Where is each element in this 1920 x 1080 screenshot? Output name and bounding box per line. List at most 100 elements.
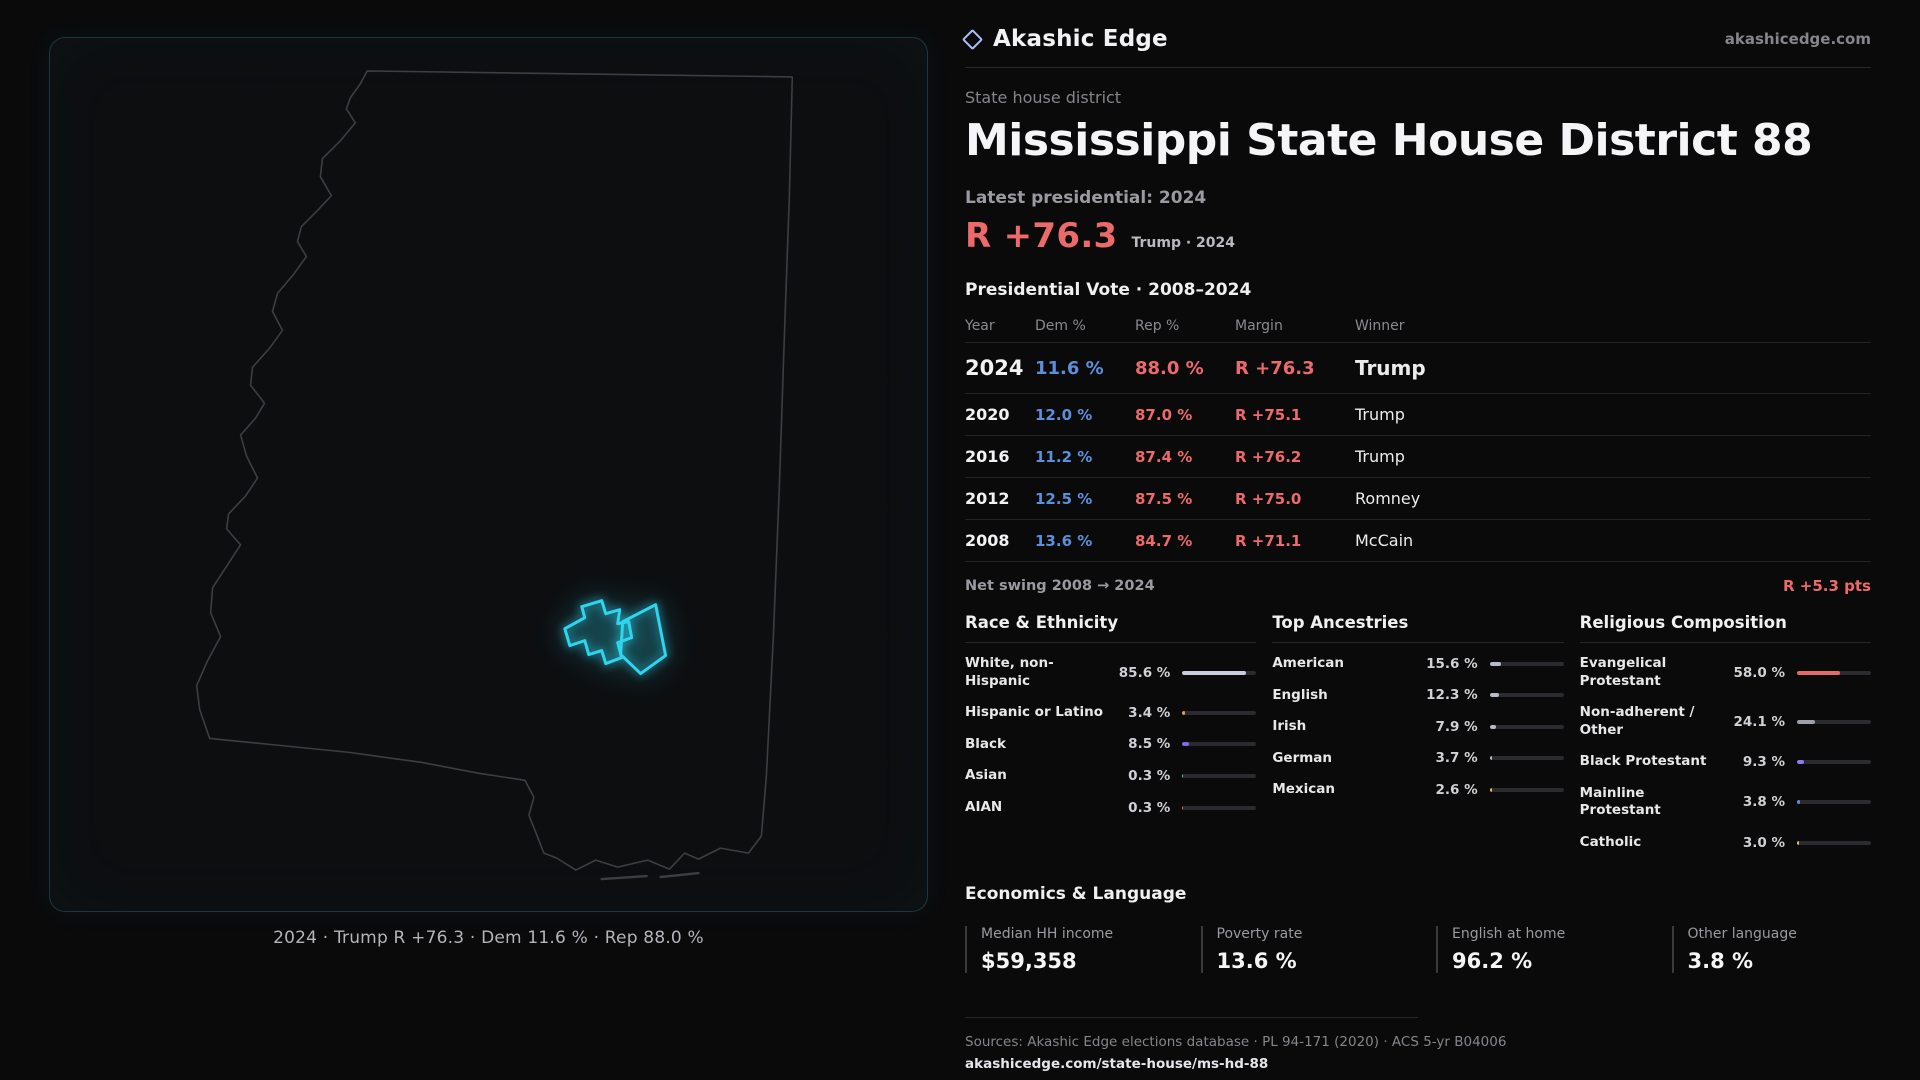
vote-cell-rep: 88.0 % — [1135, 357, 1204, 379]
vote-row: 2008 13.6 % 84.7 % R +71.1 McCain — [965, 519, 1871, 561]
demo-value: 15.6 % — [1426, 655, 1478, 672]
demo-value: 3.0 % — [1742, 834, 1785, 851]
demo-bar — [1797, 840, 1871, 845]
demo-bar-fill — [1489, 693, 1499, 698]
demo-value: 0.3 % — [1128, 799, 1171, 816]
demo-value: 58.0 % — [1733, 664, 1785, 681]
net-swing-value: R +5.3 pts — [1783, 577, 1871, 595]
vote-cell-margin: R +75.0 — [1235, 489, 1302, 508]
demo-row: Irish 7.9 % — [1272, 711, 1564, 743]
demo-row: Non-adherent / Other 24.1 % — [1580, 697, 1871, 746]
vote-header-cell: Rep % — [1135, 318, 1180, 334]
demo-bar — [1489, 756, 1564, 761]
district-88-shape[interactable] — [563, 599, 668, 676]
vote-cell-margin: R +71.1 — [1235, 531, 1302, 550]
demo-row: Evangelical Protestant 58.0 % — [1580, 648, 1871, 697]
demo-label: White, non-Hispanic — [965, 655, 1054, 689]
brand-diamond-icon — [961, 28, 984, 50]
demo-bar-fill — [1797, 719, 1815, 724]
gulf-islands — [600, 871, 700, 881]
demo-label: Black Protestant — [1579, 753, 1707, 770]
header-bar: Akashic Edge akashicedge.com — [961, 26, 1871, 68]
demo-bar — [1182, 670, 1257, 675]
vote-cell-dem: 11.2 % — [1035, 447, 1093, 466]
demo-bar-fill — [1182, 773, 1184, 778]
demo-bar — [1797, 670, 1871, 675]
page-title: Mississippi State House District 88 — [965, 115, 1813, 166]
vote-cell-rep: 87.0 % — [1135, 405, 1193, 424]
vote-table-body: 2024 11.6 % 88.0 % R +76.3 Trump 2020 12.0 % 87… — [965, 342, 1871, 561]
vote-cell-rep: 84.7 % — [1135, 531, 1193, 550]
demo-label: Irish — [1272, 718, 1307, 735]
vote-header-cell: Margin — [1235, 318, 1283, 334]
stat-value: $59,358 — [981, 949, 1077, 974]
demo-bar-fill — [1182, 805, 1184, 810]
economics-title: Economics & Language — [965, 884, 1187, 905]
demo-value: 85.6 % — [1118, 664, 1171, 681]
vote-header-cell: Winner — [1355, 318, 1405, 334]
demo-row: Black 8.5 % — [965, 729, 1257, 761]
demo-column: Religious Composition Evangelical Protest… — [1579, 613, 1871, 859]
demo-label: Evangelical Protestant — [1579, 655, 1667, 689]
vote-cell-year: 2020 — [965, 405, 1010, 424]
demo-bar-fill — [1797, 670, 1840, 675]
footer-sources: Sources: Akashic Edge elections database… — [965, 1034, 1507, 1051]
vote-cell-winner: McCain — [1355, 531, 1414, 550]
demo-value: 8.5 % — [1128, 736, 1171, 753]
demo-value: 12.3 % — [1426, 687, 1478, 704]
demo-label: AIAN — [965, 798, 1003, 815]
demo-row: Black Protestant 9.3 % — [1580, 746, 1871, 778]
vote-cell-rep: 87.4 % — [1135, 447, 1193, 466]
demo-value: 3.8 % — [1742, 794, 1785, 811]
footer-permalink[interactable]: akashicedge.com/state-house/ms-hd-88 — [965, 1056, 1269, 1073]
demo-bar-fill — [1797, 800, 1800, 805]
footer-divider — [965, 1017, 1418, 1019]
report-panel: Akashic Edge akashicedge.com State house… — [961, 26, 1872, 1072]
demo-bar-fill — [1182, 670, 1246, 675]
demo-bar — [1182, 773, 1257, 778]
stat-block: Poverty rate 13.6 % — [1200, 926, 1401, 974]
demo-label: Mainline Protestant — [1579, 784, 1661, 819]
demo-value: 3.4 % — [1128, 704, 1171, 721]
vote-row: 2024 11.6 % 88.0 % R +76.3 Trump — [965, 342, 1871, 393]
vote-row: 2016 11.2 % 87.4 % R +76.2 Trump — [965, 435, 1871, 477]
demo-row: Catholic 3.0 % — [1580, 827, 1871, 859]
vote-cell-margin: R +76.2 — [1235, 447, 1302, 466]
mississippi-map — [195, 70, 794, 881]
demo-value: 3.7 % — [1435, 750, 1478, 767]
demo-value: 7.9 % — [1435, 718, 1478, 735]
vote-header-cell: Dem % — [1035, 318, 1086, 334]
demo-label: German — [1272, 749, 1333, 766]
vote-cell-year: 2016 — [965, 447, 1010, 466]
demo-row: Asian 0.3 % — [965, 760, 1257, 792]
demo-bar — [1797, 800, 1871, 805]
demo-bar-fill — [1182, 742, 1189, 747]
stat-block: Other language 3.8 % — [1671, 926, 1872, 974]
demo-bar — [1489, 661, 1564, 666]
vote-row: 2020 12.0 % 87.0 % R +75.1 Trump — [965, 393, 1871, 435]
stat-label: Poverty rate — [1216, 926, 1303, 943]
footer: Sources: Akashic Edge elections database… — [965, 1017, 1871, 1072]
demo-row: English 12.3 % — [1272, 680, 1564, 712]
demo-value: 24.1 % — [1733, 713, 1785, 730]
vote-cell-winner: Trump — [1355, 356, 1426, 380]
vote-row: 2012 12.5 % 87.5 % R +75.0 Romney — [965, 477, 1871, 519]
latest-margin-value: R +76.3 — [965, 216, 1118, 256]
vote-cell-margin: R +76.3 — [1235, 357, 1315, 379]
net-swing-label: Net swing 2008 → 2024 — [965, 578, 1155, 594]
map-column: 2024 · Trump R +76.3 · Dem 11.6 % · Rep … — [49, 37, 928, 948]
demo-label: Mexican — [1272, 781, 1335, 798]
latest-margin-note: Trump · 2024 — [1131, 235, 1236, 251]
vote-cell-margin: R +75.1 — [1235, 405, 1302, 424]
demo-label: Hispanic or Latino — [965, 704, 1103, 721]
vote-cell-rep: 87.5 % — [1135, 489, 1193, 508]
demo-value: 2.6 % — [1435, 781, 1478, 798]
demo-value: 0.3 % — [1128, 767, 1171, 784]
vote-cell-dem: 13.6 % — [1035, 531, 1093, 550]
demo-bar-fill — [1489, 756, 1493, 761]
map-caption: 2024 · Trump R +76.3 · Dem 11.6 % · Rep … — [273, 928, 704, 948]
stat-block: Median HH income $59,358 — [965, 926, 1165, 974]
stat-label: Median HH income — [981, 926, 1114, 943]
brand-domain-link[interactable]: akashicedge.com — [1724, 30, 1871, 48]
net-swing-row: Net swing 2008 → 2024 R +5.3 pts — [965, 561, 1871, 607]
